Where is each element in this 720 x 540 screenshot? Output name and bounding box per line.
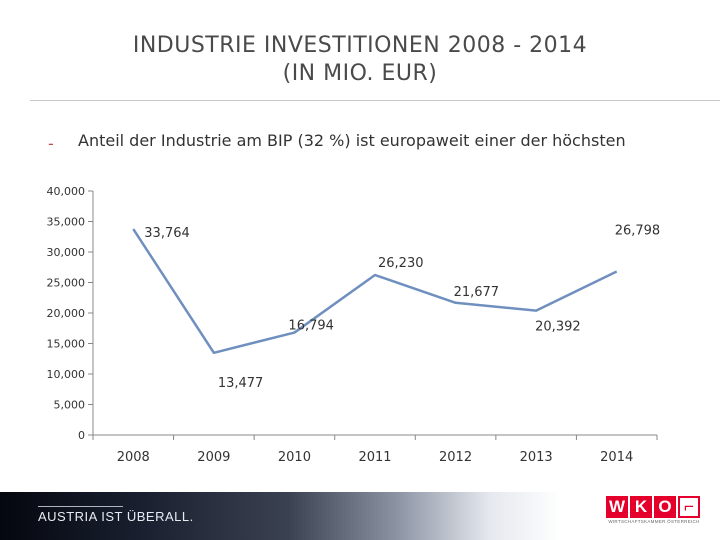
x-tick-label: 2011 [358, 450, 391, 465]
x-tick-label: 2014 [600, 450, 633, 465]
y-tick-label: 25,000 [47, 277, 86, 290]
y-tick-label: 35,000 [47, 216, 86, 229]
slide-title: INDUSTRIE INVESTITIONEN 2008 - 2014 (IN … [0, 32, 720, 88]
footer-slogan: AUSTRIA IST ÜBERALL. [38, 509, 194, 524]
y-tick-label: 15,000 [47, 338, 86, 351]
x-tick-label: 2009 [197, 450, 230, 465]
footer-line [38, 506, 123, 507]
data-label: 21,677 [454, 285, 500, 300]
data-label: 16,794 [288, 319, 334, 334]
title-divider [30, 100, 720, 101]
x-tick-label: 2012 [439, 450, 472, 465]
y-tick-label: 30,000 [47, 246, 86, 259]
wko-logo: W K O ⌐ WIRTSCHAFTSKAMMER ÖSTERREICH [606, 496, 702, 524]
data-label: 26,798 [615, 224, 661, 239]
footer-banner [0, 492, 720, 540]
data-label: 20,392 [535, 320, 581, 335]
series-line [132, 228, 618, 355]
y-tick-label: 10,000 [47, 368, 86, 381]
x-tick-label: 2008 [117, 450, 150, 465]
data-label: 26,230 [378, 256, 424, 271]
bullet-marker: - [48, 134, 54, 153]
wko-logo-subtitle: WIRTSCHAFTSKAMMER ÖSTERREICH [608, 519, 700, 524]
wko-logo-letter-o: O [654, 496, 676, 518]
y-tick-label: 5,000 [54, 399, 86, 412]
data-label: 33,764 [144, 226, 190, 241]
x-tick-label: 2013 [520, 450, 553, 465]
wko-logo-mark: ⌐ [678, 496, 700, 518]
wko-logo-letter-k: K [630, 496, 652, 518]
slide-title-line1: INDUSTRIE INVESTITIONEN 2008 - 2014 [132, 33, 588, 58]
x-tick-label: 2010 [278, 450, 311, 465]
bullet-text: Anteil der Industrie am BIP (32 %) ist e… [78, 131, 626, 150]
data-label: 13,477 [218, 376, 264, 391]
y-tick-label: 0 [78, 429, 85, 442]
y-tick-label: 40,000 [47, 185, 86, 198]
slide-title-line2: (IN MIO. EUR) [282, 61, 438, 86]
y-tick-label: 20,000 [47, 307, 86, 320]
wko-logo-letter-w: W [606, 496, 628, 518]
